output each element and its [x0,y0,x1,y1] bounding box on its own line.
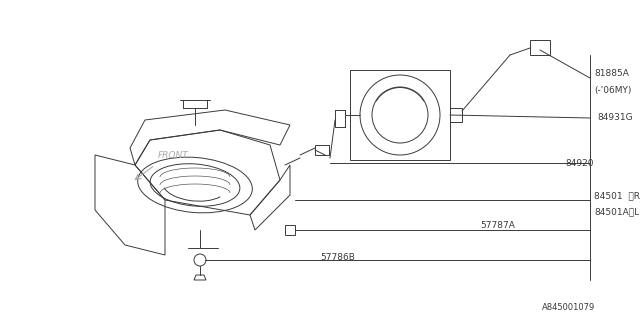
Text: 84501  〈RH〉: 84501 〈RH〉 [594,191,640,201]
Text: A845001079: A845001079 [541,303,595,312]
Text: FRONT: FRONT [158,151,189,160]
Text: 84931G: 84931G [597,114,632,123]
Text: 84920: 84920 [565,158,593,167]
Text: 84501A〈LH〉: 84501A〈LH〉 [594,207,640,217]
Text: 57786B: 57786B [320,252,355,261]
Text: 57787A: 57787A [480,221,515,230]
Text: (-'06MY): (-'06MY) [594,85,632,94]
Text: 81885A: 81885A [594,69,629,78]
